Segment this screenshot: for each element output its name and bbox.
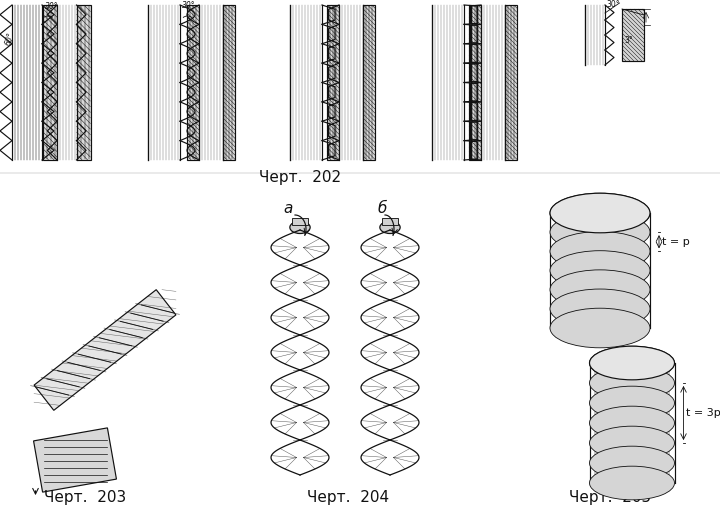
Bar <box>76 5 91 160</box>
Ellipse shape <box>590 406 675 440</box>
Ellipse shape <box>380 221 400 234</box>
Ellipse shape <box>550 251 650 290</box>
Ellipse shape <box>550 270 650 310</box>
Polygon shape <box>34 290 176 410</box>
Bar <box>622 9 644 61</box>
Bar <box>505 5 517 160</box>
Text: t = 3p: t = 3p <box>686 408 720 418</box>
Text: а: а <box>283 201 293 216</box>
Ellipse shape <box>590 426 675 460</box>
Polygon shape <box>34 428 117 492</box>
Ellipse shape <box>550 289 650 329</box>
Ellipse shape <box>550 193 650 233</box>
Text: Черт.  205: Черт. 205 <box>569 490 651 505</box>
Text: 30°: 30° <box>182 1 196 10</box>
Bar <box>223 5 235 160</box>
Bar <box>363 5 375 160</box>
Bar <box>469 5 481 160</box>
Ellipse shape <box>590 366 675 400</box>
Ellipse shape <box>550 231 650 271</box>
Text: Черт.  203: Черт. 203 <box>44 490 126 505</box>
Ellipse shape <box>590 346 675 380</box>
Text: 30°: 30° <box>45 2 58 11</box>
Ellipse shape <box>550 212 650 252</box>
Text: Черт.  202: Черт. 202 <box>259 170 341 185</box>
Text: б: б <box>377 201 387 216</box>
Text: t = p: t = p <box>662 237 690 247</box>
Ellipse shape <box>550 193 650 233</box>
Bar <box>327 5 339 160</box>
Text: 60°: 60° <box>4 31 17 47</box>
Ellipse shape <box>550 308 650 348</box>
Ellipse shape <box>290 221 310 234</box>
Ellipse shape <box>590 346 675 380</box>
Bar <box>292 218 308 225</box>
Ellipse shape <box>590 446 675 480</box>
Ellipse shape <box>590 466 675 500</box>
Text: Черт.  204: Черт. 204 <box>307 490 389 505</box>
Bar <box>382 218 398 225</box>
Ellipse shape <box>590 386 675 420</box>
Text: 30°: 30° <box>606 0 620 9</box>
Bar <box>43 5 57 160</box>
Bar <box>187 5 199 160</box>
Text: 3°: 3° <box>624 36 633 45</box>
